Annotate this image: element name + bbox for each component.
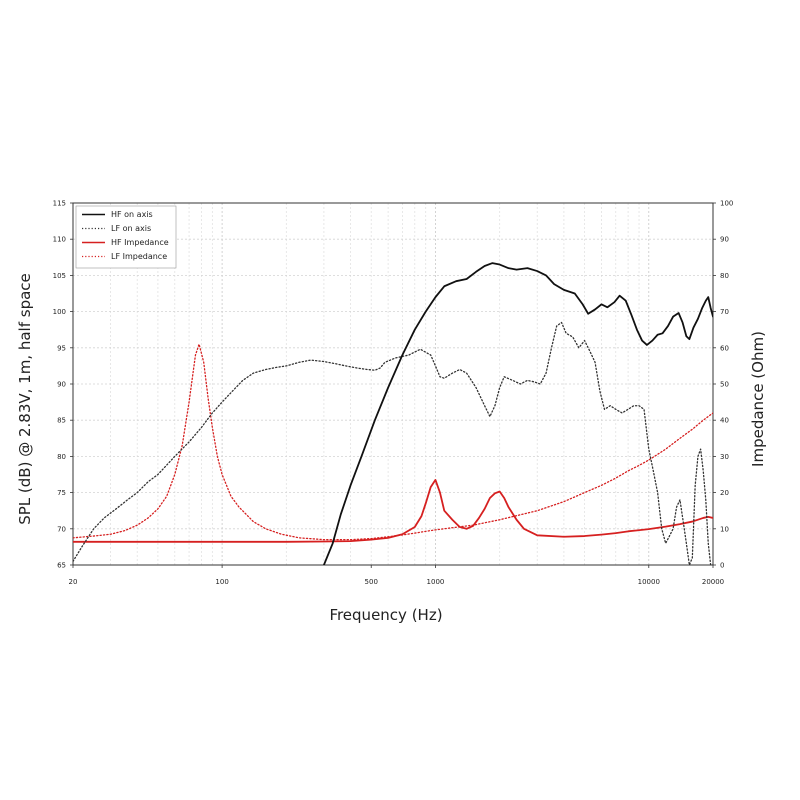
series-line-lf-impedance	[73, 343, 713, 541]
series-layer	[73, 262, 713, 565]
y-tick-label-left: 110	[53, 236, 66, 244]
x-axis-title: Frequency (Hz)	[329, 606, 442, 624]
y-tick-label-left: 85	[57, 417, 66, 425]
y-tick-label-left: 105	[53, 272, 66, 280]
y-tick-label-left: 80	[57, 453, 66, 461]
grid-layer	[72, 202, 714, 566]
x-tick-label: 1000	[427, 578, 445, 586]
y-tick-label-left: 115	[53, 200, 66, 208]
y-tick-label-right: 10	[720, 525, 729, 533]
y-tick-label-right: 50	[720, 381, 729, 389]
legend-label: LF on axis	[111, 224, 151, 233]
x-tick-label: 100	[215, 578, 228, 586]
legend-label: LF Impedance	[111, 252, 167, 261]
legend-box	[75, 205, 177, 269]
x-tick-label: 20	[69, 578, 78, 586]
y-tick-label-right: 100	[720, 200, 733, 208]
y-tick-label-right: 70	[720, 308, 729, 316]
y-tick-label-right: 30	[720, 453, 729, 461]
x-tick-label: 10000	[638, 578, 660, 586]
y-tick-label-right: 40	[720, 417, 729, 425]
x-tick-label: 20000	[702, 578, 724, 586]
y-tick-label-right: 80	[720, 272, 729, 280]
ticks-layer: 20 100 500 1000 10000 20000657075808590951001…	[53, 200, 734, 587]
y-tick-label-right: 20	[720, 489, 729, 497]
y-tick-label-left: 95	[57, 344, 66, 352]
y-axis-title-right: Impedance (Ohm)	[749, 331, 767, 467]
y-tick-label-right: 60	[720, 344, 729, 352]
x-tick-label: 500	[365, 578, 378, 586]
legend-label: HF on axis	[111, 210, 153, 219]
y-tick-label-left: 100	[53, 308, 66, 316]
y-axis-title-left: SPL (dB) @ 2.83V, 1m, half space	[16, 273, 34, 525]
y-tick-label-left: 70	[57, 525, 66, 533]
y-tick-label-right: 90	[720, 236, 729, 244]
y-tick-label-left: 75	[57, 489, 66, 497]
series-line-hf-on-axis	[323, 262, 713, 565]
series-line-lf-on-axis	[73, 321, 713, 565]
y-tick-label-left: 65	[57, 562, 66, 570]
y-tick-label-right: 0	[720, 562, 724, 570]
legend-label: HF Impedance	[111, 238, 169, 247]
legend: HF on axis LF on axis HF Impedance LF Imped…	[75, 205, 177, 269]
y-tick-label-left: 90	[57, 381, 66, 389]
